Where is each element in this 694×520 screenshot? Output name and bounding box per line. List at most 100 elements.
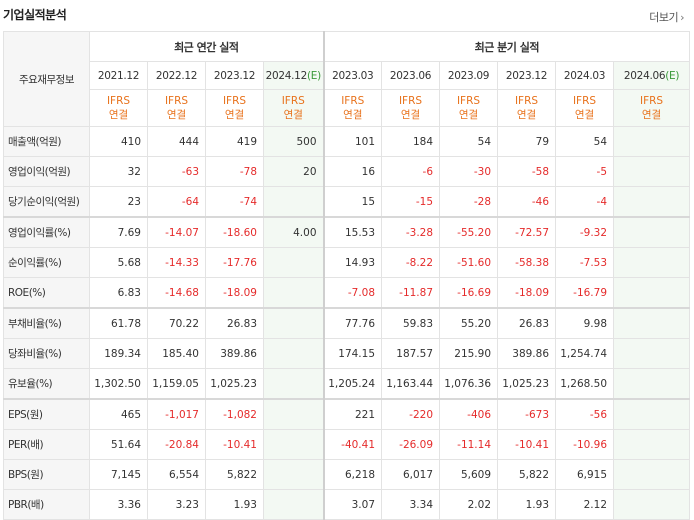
table-cell: -28: [439, 186, 499, 218]
table-cell: 26.83: [205, 307, 264, 339]
period-label: 2024.03: [563, 69, 606, 82]
row-label: PBR(배): [3, 489, 90, 520]
ifrs-consolidated: 연결: [458, 109, 479, 121]
ifrs-consolidated: 연결: [574, 109, 595, 121]
table-cell: -17.76: [205, 247, 264, 278]
table-cell: 61.78: [89, 307, 148, 339]
table-cell: 6,017: [381, 459, 441, 490]
row-label: 당좌비율(%): [3, 338, 90, 369]
table-cell: -58.38: [497, 247, 557, 278]
table-cell: 9.98: [555, 307, 615, 339]
ifrs-label: IFRS 연결: [439, 89, 499, 127]
table-row: BPS(원) 7,145 6,554 5,822 6,218 6,017 5,609 5,82…: [3, 459, 691, 490]
ifrs-consolidated: 연결: [166, 109, 187, 121]
table-cell: -15: [381, 186, 441, 218]
annual-group-header: 최근 연간 실적: [88, 31, 325, 62]
table-cell: 187.57: [381, 338, 441, 369]
period-label: 2021.12: [97, 69, 140, 82]
table-cell: -16.69: [439, 277, 499, 309]
table-cell: [613, 398, 691, 430]
table-cell: -18.09: [205, 277, 264, 309]
table-cell: -40.41: [322, 429, 383, 460]
table-cell: 15: [322, 186, 383, 218]
table-body: 매출액(억원) 410 444 419 500 101 184 54 79 54 영업이익(억원) 3…: [3, 126, 691, 520]
table-cell: 1,302.50: [89, 368, 148, 400]
table-cell: 5,609: [439, 459, 499, 490]
table-cell: -30: [439, 156, 499, 187]
table-cell: 1,159.05: [147, 368, 206, 400]
ifrs-consolidated: 연결: [283, 109, 303, 121]
table-cell: -51.60: [439, 247, 499, 278]
table-cell: 1,163.44: [381, 368, 441, 400]
table-cell: -3.28: [381, 216, 441, 248]
table-cell: 70.22: [147, 307, 206, 339]
table-cell: 79: [497, 126, 557, 157]
table-cell: 26.83: [497, 307, 557, 339]
table-cell: -16.79: [555, 277, 615, 309]
period-header-row: 2021.12 2022.12 2023.12 2024.12(E) 2023.03 20…: [4, 61, 691, 90]
table-cell: [613, 338, 691, 369]
table-cell: [262, 247, 325, 278]
table-cell: [613, 156, 691, 187]
table-row: 순이익률(%) 5.68 -14.33 -17.76 14.93 -8.22 -51.60-…: [3, 247, 691, 278]
table-cell: 215.90: [439, 338, 499, 369]
table-cell: -11.87: [381, 277, 441, 309]
section-title: 기업실적분석: [3, 8, 67, 22]
table-cell: -5: [555, 156, 615, 187]
table-cell: -56: [555, 398, 615, 430]
table-cell: -26.09: [381, 429, 441, 460]
table-cell: -10.96: [555, 429, 615, 460]
table-cell: [613, 277, 691, 309]
table-cell: 1,025.23: [205, 368, 264, 400]
table-row: 유보율(%) 1,302.50 1,159.05 1,025.23 1,205.24 1,…: [3, 368, 691, 400]
ifrs-consolidated: 연결: [516, 109, 537, 121]
table-cell: -6: [381, 156, 441, 187]
table-cell: [613, 307, 691, 339]
table-cell: -74: [205, 186, 264, 218]
table-row: 당기순이익(억원) 23 -64 -74 15 -15 -28 -46 -4: [3, 186, 691, 218]
ifrs-standard: IFRS: [222, 95, 247, 107]
period-label: 2022.12: [155, 69, 198, 82]
period-label: 2023.03: [332, 69, 374, 82]
table-cell: 5,822: [205, 459, 264, 490]
table-cell: 15.53: [322, 216, 383, 248]
row-label: ROE(%): [3, 277, 90, 309]
table-cell: 184: [381, 126, 441, 157]
more-link[interactable]: 더보기 ›: [649, 9, 684, 25]
table-cell: 5,822: [497, 459, 557, 490]
table-cell: -14.68: [147, 277, 206, 309]
ifrs-label: IFRS 연결: [205, 89, 264, 127]
table-cell: 6,915: [555, 459, 615, 490]
table-cell: 500: [262, 126, 325, 157]
ifrs-label: IFRS 연결: [497, 89, 557, 127]
table-row: 영업이익률(%) 7.69 -14.07 -18.60 4.00 15.53 -3.28 -5…: [3, 216, 691, 248]
table-cell: [262, 277, 325, 309]
period-label: 2023.12: [505, 69, 548, 82]
row-label: 부채비율(%): [3, 307, 90, 339]
period-header: 2023.03: [322, 61, 383, 90]
table-cell: [613, 247, 691, 278]
section-header: 기업실적분석 더보기 ›: [0, 0, 694, 31]
ifrs-standard: IFRS: [341, 95, 365, 107]
table-cell: 189.34: [89, 338, 148, 369]
table-cell: [613, 186, 691, 218]
table-cell: 77.76: [322, 307, 383, 339]
table-cell: 32: [89, 156, 148, 187]
table-cell: [262, 307, 325, 339]
estimate-mark: (E): [665, 69, 680, 82]
ifrs-standard: IFRS: [514, 95, 539, 107]
table-cell: 1,205.24: [322, 368, 383, 400]
table-cell: 2.12: [555, 489, 615, 520]
table-cell: 185.40: [147, 338, 206, 369]
table-cell: -14.07: [147, 216, 206, 248]
table-cell: -10.41: [497, 429, 557, 460]
ifrs-label: IFRS 연결: [89, 89, 148, 127]
ifrs-consolidated: 연결: [343, 109, 363, 121]
table-cell: 51.64: [89, 429, 148, 460]
row-label: 유보율(%): [3, 368, 90, 400]
table-cell: [613, 368, 691, 400]
table-cell: 410: [89, 126, 148, 157]
table-cell: -1,017: [147, 398, 206, 430]
chevron-right-icon: ›: [680, 11, 684, 24]
table-cell: 14.93: [322, 247, 383, 278]
